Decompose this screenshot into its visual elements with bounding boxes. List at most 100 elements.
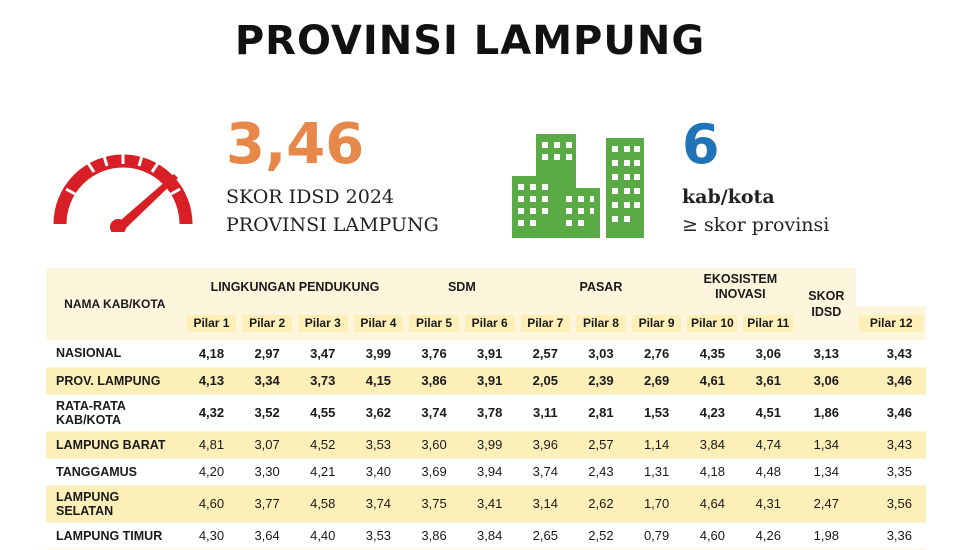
cell-pilar-1: 4,60 — [183, 485, 240, 523]
pillar-header: Pilar 10 — [687, 314, 738, 332]
row-name: LAMPUNG SELATAN — [46, 485, 184, 523]
cell-pilar-11: 4,31 — [740, 485, 797, 523]
table-row: TANGGAMUS 4,20 3,30 4,21 3,40 3,69 3,94 3,74 2,4… — [46, 458, 926, 486]
cell-pilar-3: 3,73 — [294, 367, 351, 395]
pillar-header: Pilar 3 — [297, 314, 348, 332]
cell-skor: 3,36 — [856, 522, 926, 550]
cell-skor: 3,43 — [856, 340, 926, 368]
cell-pilar-4: 3,62 — [350, 394, 407, 432]
cell-pilar-10: 4,64 — [684, 485, 741, 523]
cell-pilar-3: 4,55 — [294, 394, 351, 432]
row-name: PROV. LAMPUNG — [46, 367, 184, 395]
column-header-skor: SKOR IDSD — [796, 268, 857, 340]
pillar-header: Pilar 9 — [631, 314, 682, 332]
cell-pilar-7: 2,05 — [517, 367, 574, 395]
cell-pilar-4: 3,53 — [350, 522, 407, 550]
cell-pilar-9: 1,53 — [628, 394, 685, 432]
count-unit: kab/kota — [682, 186, 775, 208]
cell-skor: 3,35 — [856, 458, 926, 486]
cell-pilar-7: 3,96 — [517, 431, 574, 459]
cell-pilar-11: 4,51 — [740, 394, 797, 432]
group-header-ekosistem: EKOSISTEM INOVASI — [684, 268, 797, 306]
score-label: SKOR IDSD 2024 — [226, 186, 395, 208]
cell-pilar-11: 3,61 — [740, 367, 797, 395]
score-province: PROVINSI LAMPUNG — [226, 214, 439, 236]
cell-pilar-12: 3,06 — [796, 367, 857, 395]
cell-pilar-1: 4,20 — [183, 458, 240, 486]
cell-pilar-2: 3,34 — [239, 367, 295, 395]
cell-pilar-1: 4,81 — [183, 431, 240, 459]
table-row: RATA-RATA KAB/KOTA 4,32 3,52 4,55 3,62 3,74 3,… — [46, 394, 926, 432]
cell-pilar-4: 4,15 — [350, 367, 407, 395]
cell-pilar-4: 3,53 — [350, 431, 407, 459]
pillar-header: Pilar 1 — [186, 314, 237, 332]
cell-pilar-10: 4,23 — [684, 394, 741, 432]
cell-pilar-2: 3,64 — [239, 522, 295, 550]
cell-pilar-6: 3,91 — [461, 340, 518, 368]
speedometer-icon — [53, 153, 193, 232]
cell-pilar-9: 2,69 — [628, 367, 685, 395]
cell-pilar-2: 3,30 — [239, 458, 295, 486]
buildings-icon — [512, 134, 644, 238]
cell-pilar-8: 2,62 — [573, 485, 629, 523]
table-row: LAMPUNG TIMUR 4,30 3,64 4,40 3,53 3,86 3,84 2,6… — [46, 522, 926, 550]
cell-pilar-11: 4,74 — [740, 431, 797, 459]
pillar-header: Pilar 7 — [520, 314, 571, 332]
cell-pilar-5: 3,86 — [406, 367, 462, 395]
cell-pilar-4: 3,74 — [350, 485, 407, 523]
page-title: PROVINSI LAMPUNG — [234, 18, 706, 64]
group-header-lingkungan: LINGKUNGAN PENDUKUNG — [183, 268, 407, 306]
cell-pilar-1: 4,13 — [183, 367, 240, 395]
table-row: NASIONAL 4,18 2,97 3,47 3,99 3,76 3,91 2,57 3,03… — [46, 340, 926, 368]
cell-pilar-6: 3,91 — [461, 367, 518, 395]
cell-pilar-2: 3,77 — [239, 485, 295, 523]
cell-pilar-8: 2,81 — [573, 394, 629, 432]
cell-pilar-9: 0,79 — [628, 522, 685, 550]
cell-pilar-3: 4,52 — [294, 431, 351, 459]
cell-pilar-11: 4,48 — [740, 458, 797, 486]
pillar-header: Pilar 12 — [859, 314, 923, 332]
group-header-sdm: SDM — [406, 268, 518, 306]
cell-pilar-9: 1,70 — [628, 485, 685, 523]
cell-pilar-10: 3,84 — [684, 431, 741, 459]
cell-pilar-6: 3,41 — [461, 485, 518, 523]
cell-pilar-5: 3,69 — [406, 458, 462, 486]
cell-pilar-6: 3,94 — [461, 458, 518, 486]
cell-pilar-8: 2,57 — [573, 431, 629, 459]
cell-pilar-12: 1,98 — [796, 522, 857, 550]
cell-pilar-3: 3,47 — [294, 340, 351, 368]
cell-pilar-10: 4,61 — [684, 367, 741, 395]
pillar-header: Pilar 5 — [409, 314, 459, 332]
cell-pilar-6: 3,78 — [461, 394, 518, 432]
cell-pilar-2: 2,97 — [239, 340, 295, 368]
count-description: ≥ skor provinsi — [682, 214, 830, 236]
idsd-table: NAMA KAB/KOTA LINGKUNGAN PENDUKUNG SDM P… — [46, 268, 926, 550]
cell-skor: 3,43 — [856, 431, 926, 459]
pillar-header: Pilar 8 — [576, 314, 626, 332]
cell-skor: 3,46 — [856, 367, 926, 395]
count-value: 6 — [682, 113, 720, 176]
cell-pilar-5: 3,60 — [406, 431, 462, 459]
cell-pilar-3: 4,58 — [294, 485, 351, 523]
cell-pilar-2: 3,07 — [239, 431, 295, 459]
row-name: LAMPUNG BARAT — [46, 431, 184, 459]
cell-pilar-4: 3,99 — [350, 340, 407, 368]
cell-pilar-7: 2,57 — [517, 340, 574, 368]
cell-pilar-3: 4,21 — [294, 458, 351, 486]
cell-pilar-12: 3,13 — [796, 340, 857, 368]
cell-skor: 3,56 — [856, 485, 926, 523]
cell-pilar-5: 3,74 — [406, 394, 462, 432]
pillar-header: Pilar 6 — [464, 314, 515, 332]
cell-pilar-8: 2,39 — [573, 367, 629, 395]
cell-pilar-12: 1,34 — [796, 458, 857, 486]
cell-skor: 3,46 — [856, 394, 926, 432]
cell-pilar-1: 4,18 — [183, 340, 240, 368]
cell-pilar-2: 3,52 — [239, 394, 295, 432]
group-header-pasar: PASAR — [517, 268, 685, 306]
cell-pilar-7: 3,74 — [517, 458, 574, 486]
column-header-name: NAMA KAB/KOTA — [46, 268, 184, 340]
cell-pilar-5: 3,75 — [406, 485, 462, 523]
cell-pilar-5: 3,76 — [406, 340, 462, 368]
cell-pilar-12: 1,34 — [796, 431, 857, 459]
row-name: TANGGAMUS — [46, 458, 184, 486]
